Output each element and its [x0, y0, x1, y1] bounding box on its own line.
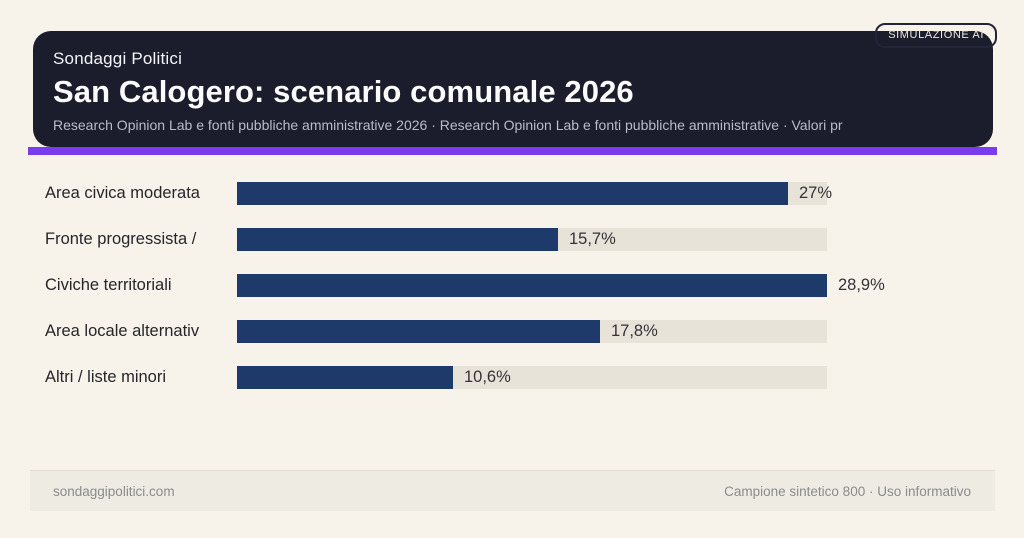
value-label: 27% [799, 184, 833, 202]
category-label: Altri / liste minori [45, 368, 167, 386]
header-kicker: Sondaggi Politici [53, 49, 183, 68]
footer-source-url: sondaggipolitici.com [53, 483, 175, 499]
value-label: 28,9% [838, 276, 885, 294]
value-label: 10,6% [464, 368, 511, 386]
value-label: 15,7% [569, 230, 616, 248]
chart-row: Fronte progressista / 15,7% [0, 216, 1024, 262]
simulation-ai-badge: SIMULAZIONE AI [875, 23, 997, 48]
bar-chart: Area civica moderata 27% Fronte progressis… [0, 170, 1024, 402]
bar [237, 320, 600, 343]
category-label: Area civica moderata [45, 184, 200, 202]
chart-row: Area civica moderata 27% [0, 170, 1024, 216]
value-label: 17,8% [611, 322, 658, 340]
chart-row: Civiche territoriali 28,9% [0, 262, 1024, 308]
header-card: Sondaggi Politici San Calogero: scenario… [33, 31, 993, 147]
bar [237, 182, 788, 205]
bar [237, 366, 453, 389]
category-label: Fronte progressista / [45, 230, 197, 248]
page-title: San Calogero: scenario comunale 2026 [53, 74, 634, 109]
accent-divider [28, 147, 997, 155]
chart-row: Area locale alternativ 17,8% [0, 308, 1024, 354]
footer-sample-note: Campione sintetico 800 · Uso informativo [724, 483, 971, 499]
header-subtitle: Research Opinion Lab e fonti pubbliche a… [53, 117, 843, 133]
bar [237, 228, 558, 251]
chart-row: Altri / liste minori 10,6% [0, 354, 1024, 400]
category-label: Civiche territoriali [45, 276, 172, 294]
category-label: Area locale alternativ [45, 322, 200, 340]
footer-bar: sondaggipolitici.com Campione sintetico … [30, 470, 995, 511]
bar [237, 274, 827, 297]
